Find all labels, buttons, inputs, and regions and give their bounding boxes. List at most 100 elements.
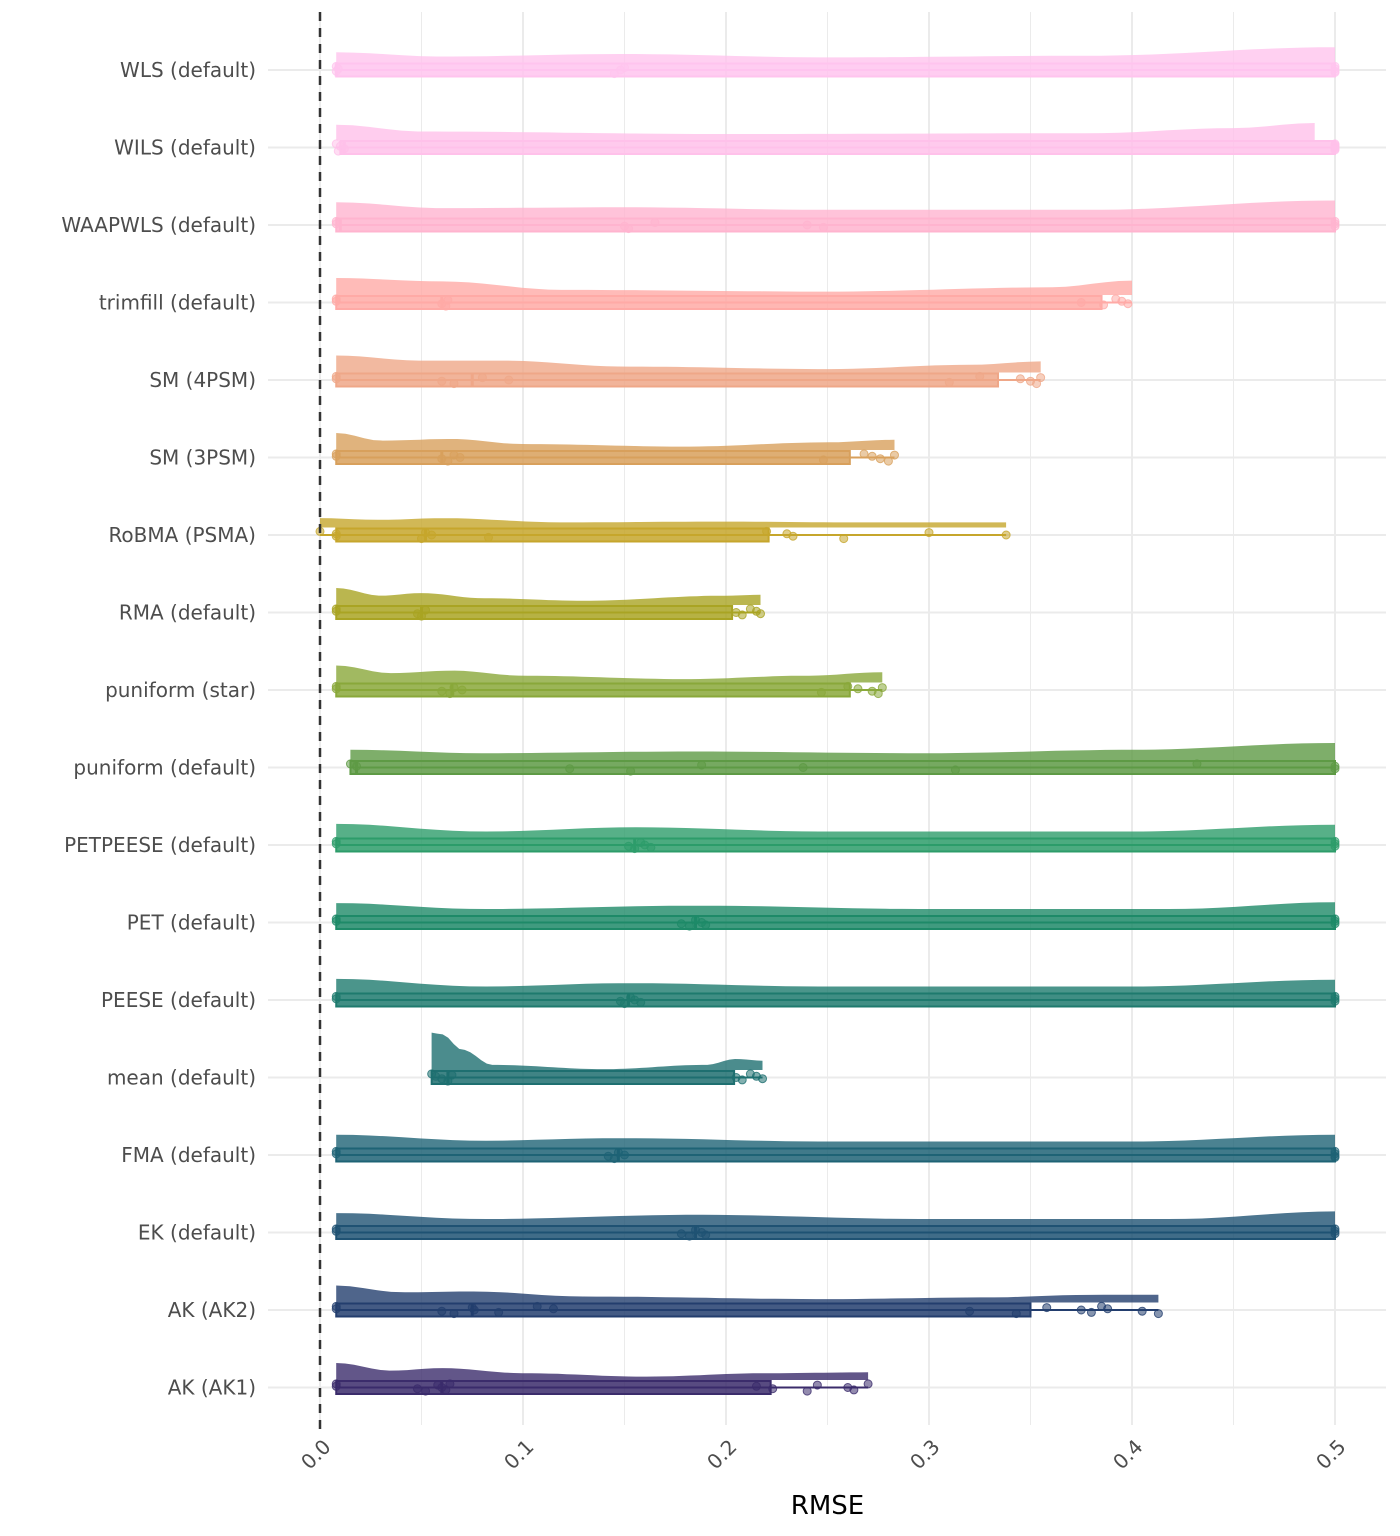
data-point [331, 296, 341, 306]
data-point [816, 687, 826, 697]
x-axis-title: RMSE [791, 1491, 864, 1521]
category-group [331, 978, 1340, 1009]
data-point [565, 764, 575, 774]
density-cloud [336, 47, 1335, 63]
data-point [1330, 1229, 1340, 1239]
data-point [352, 761, 362, 771]
y-axis-label: PEESE (default) [101, 988, 256, 1012]
category-group [427, 1032, 768, 1086]
density-cloud [336, 1134, 1335, 1148]
category-group [331, 433, 899, 466]
data-point [331, 374, 341, 384]
data-point [1042, 1303, 1052, 1313]
data-point [1330, 764, 1340, 774]
data-point [853, 684, 863, 694]
data-point [437, 1306, 447, 1316]
data-point [1330, 841, 1340, 851]
density-cloud [336, 902, 1335, 915]
data-point [843, 681, 853, 691]
data-point [532, 1301, 542, 1311]
density-cloud [336, 278, 1132, 295]
data-point [1015, 374, 1025, 384]
data-point [421, 605, 431, 615]
data-point [1001, 530, 1011, 540]
density-cloud [336, 823, 1335, 838]
data-point [447, 1070, 457, 1080]
box [335, 527, 770, 543]
y-axis-labels: WLS (default) WILS (default) WAAPWLS (defa… [61, 58, 256, 1400]
density-cloud [336, 978, 1335, 993]
category-group [331, 47, 1340, 79]
density-cloud [336, 1211, 1335, 1225]
data-point [818, 455, 828, 465]
box [430, 1070, 736, 1085]
data-point [331, 451, 341, 461]
data-point [812, 1380, 822, 1390]
data-point [331, 1149, 341, 1159]
y-axis-label: puniform (default) [73, 756, 256, 780]
data-point [676, 919, 686, 929]
data-point [758, 1074, 768, 1084]
data-point [477, 373, 487, 383]
category-group [345, 743, 1340, 776]
density-cloud [350, 743, 1335, 760]
data-point [1123, 299, 1133, 309]
data-point [924, 528, 934, 538]
category-group [331, 665, 887, 699]
data-point [494, 1307, 504, 1317]
data-point [802, 220, 812, 230]
data-point [875, 454, 885, 464]
category-group [331, 1211, 1340, 1241]
box [335, 1380, 772, 1395]
data-point [620, 999, 629, 1009]
data-point [975, 371, 985, 381]
y-axis-label: PETPEESE (default) [64, 833, 256, 857]
data-point [788, 531, 798, 541]
data-point [620, 1150, 629, 1160]
data-point [737, 1075, 747, 1085]
data-point [768, 1384, 778, 1394]
box [339, 140, 1336, 155]
density-cloud [336, 1363, 869, 1380]
data-point [636, 997, 646, 1007]
y-axis-label: PET (default) [127, 911, 256, 935]
data-point [762, 526, 772, 536]
data-point [650, 218, 660, 228]
data-point [867, 451, 877, 461]
category-group [331, 355, 1046, 389]
data-point [1330, 996, 1340, 1006]
y-axis-label: WILS (default) [114, 136, 256, 160]
category-series [315, 47, 1340, 1396]
category-group [331, 123, 1340, 156]
box [335, 1147, 1336, 1163]
data-point [1011, 1309, 1021, 1319]
box [335, 915, 1336, 930]
data-point [798, 763, 808, 772]
data-point [449, 683, 459, 693]
data-point [331, 1304, 341, 1314]
y-axis-label: FMA (default) [121, 1143, 256, 1167]
density-cloud [431, 1032, 763, 1070]
data-point [1330, 221, 1340, 231]
data-point [1330, 1151, 1340, 1161]
category-group [331, 902, 1340, 931]
data-point [331, 1226, 341, 1236]
x-axis-tick-labels: 0.0 0.1 0.2 0.3 0.4 0.5 [296, 1435, 1350, 1474]
data-point [331, 531, 341, 541]
data-point [331, 839, 341, 849]
data-point [697, 760, 707, 770]
data-point [859, 449, 869, 459]
data-point [1086, 1307, 1096, 1317]
data-point [701, 1230, 711, 1240]
density-cloud [336, 433, 895, 450]
x-tick-label: 0.2 [702, 1435, 741, 1474]
data-point [863, 1379, 873, 1389]
data-point [1036, 373, 1046, 383]
data-point [449, 379, 459, 389]
y-axis-label: puniform (star) [105, 678, 256, 702]
data-point [331, 66, 341, 76]
category-group [331, 1285, 1163, 1319]
data-point [701, 920, 711, 930]
y-axis-label: AK (AK1) [168, 1376, 256, 1400]
